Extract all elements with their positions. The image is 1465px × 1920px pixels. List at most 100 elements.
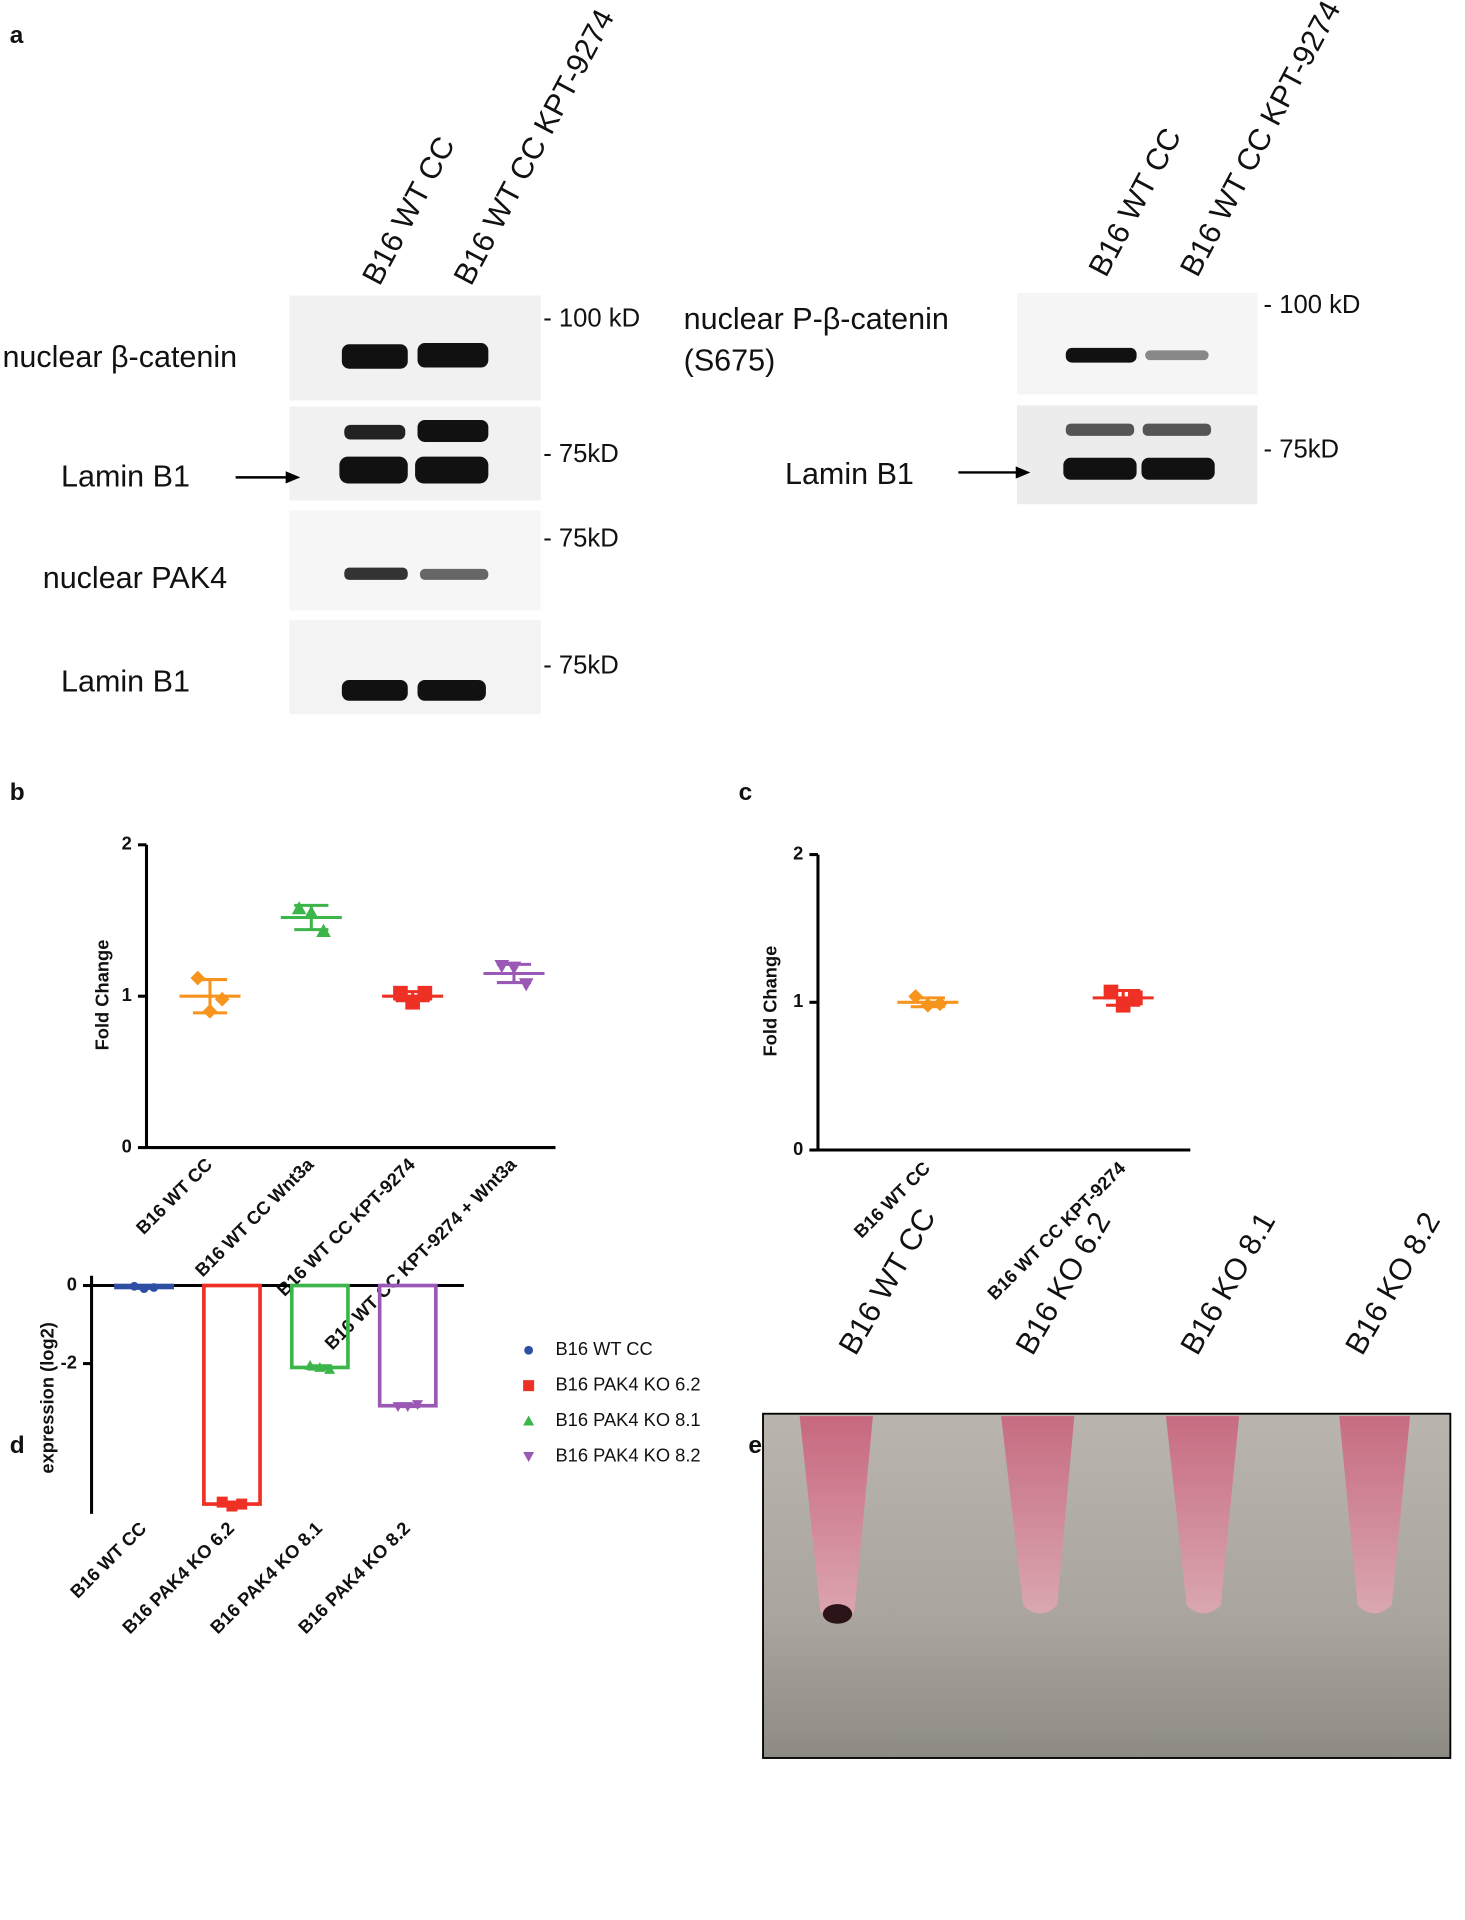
x-tick-label: B16 WT CC [132,1154,217,1239]
band [341,344,408,369]
size-marker: - 75kD [1264,435,1339,463]
point [304,1360,316,1370]
panel-label: d [10,1432,25,1459]
y-tick-label: 1 [122,984,132,1005]
lane-label: B16 WT CC KPT-9274 [1174,0,1348,282]
size-marker: - 75kD [543,651,618,679]
band [415,456,489,484]
photo-frame [762,1412,1452,1759]
blot-strip [289,510,541,611]
point [236,1498,248,1510]
row-label: nuclear P-β-catenin [684,302,949,336]
size-marker: - 100 kD [543,305,640,333]
y-tick-label: 0 [793,1138,803,1159]
y-tick-label: 2 [122,833,132,854]
point [129,1281,139,1291]
panel-label: a [10,22,24,49]
lane-label: B16 WT CC KPT-9274 [447,4,621,291]
arrow-head [1015,466,1031,479]
error-bar [395,990,430,1003]
blot-strip [1016,292,1258,395]
lane-label: B16 KO 8.1 [1174,1207,1282,1361]
point [226,1500,238,1512]
point [314,1361,326,1372]
x-tick-label: B16 WT CC KPT-9274 + Wnt3a [320,1153,521,1354]
band [417,419,489,442]
lane-label: B16 WT CC [1082,123,1188,282]
tube [799,1416,873,1621]
panel-label: b [10,779,25,806]
tube [1001,1416,1075,1614]
legend-marker [523,1452,535,1462]
blots [235,292,1258,715]
lane-label: B16 KO 8.2 [1339,1207,1447,1361]
legend-marker [523,1380,535,1392]
arrow-head [285,471,301,484]
band [341,680,408,701]
point [402,1402,414,1413]
bar [202,1283,262,1506]
bar [377,1283,438,1408]
legend-label: B16 PAK4 KO 6.2 [555,1373,700,1394]
band [417,343,489,368]
band [417,680,486,701]
y-tick-label: 0 [122,1135,132,1156]
y-tick-label: 2 [793,842,803,863]
point [324,1363,336,1374]
row-label: Lamin B1 [61,665,190,699]
tube [1339,1416,1411,1614]
band [344,424,406,440]
band [419,568,489,580]
y-axis-label: Fold Change [92,940,113,1051]
y-tick-label: -2 [61,1351,77,1372]
legend-marker [524,1345,534,1355]
blot-strip [289,620,541,715]
size-marker: - 100 kD [1264,291,1361,319]
lane-label: B16 WT CC [356,131,462,290]
y-tick-label: 1 [793,990,803,1011]
band [1065,347,1137,363]
band [1065,423,1135,436]
error-bar [1106,988,1141,1007]
legend-label: B16 PAK4 KO 8.1 [555,1409,700,1430]
row-label: Lamin B1 [785,457,914,491]
size-marker: - 75kD [543,524,618,552]
band [344,567,408,580]
point [392,1402,404,1413]
y-tick-label: 0 [67,1273,77,1294]
tube [1165,1416,1240,1614]
band [1141,457,1215,480]
error-bar [294,903,329,932]
pellet [822,1604,853,1624]
row-label: nuclear β-catenin [2,340,237,374]
error-bar [496,962,532,985]
legend-marker [523,1415,535,1426]
point [518,978,534,992]
legend-label: B16 PAK4 KO 8.2 [555,1444,700,1465]
size-marker: - 75kD [543,440,618,468]
error-bar [910,996,945,1009]
band [1145,350,1209,361]
blot-strip [289,295,541,401]
point [494,960,510,974]
point [139,1284,149,1294]
panel-label: e [748,1432,762,1459]
blot-strip [289,406,541,501]
panel-label: c [739,779,753,806]
x-tick-label: B16 WT CC [66,1517,151,1602]
band [1142,423,1212,436]
row-label: nuclear PAK4 [43,561,227,595]
point [149,1283,159,1292]
row-label: Lamin B1 [61,460,190,494]
row-label: (S675) [684,344,776,378]
error-bar [192,978,228,1015]
point [291,901,307,915]
band [339,456,408,484]
blot-strip [1016,405,1258,505]
point [216,1496,228,1508]
band [1063,457,1137,480]
point [412,1400,424,1411]
y-axis-label: Fold Change [759,946,780,1057]
point [214,991,230,1007]
